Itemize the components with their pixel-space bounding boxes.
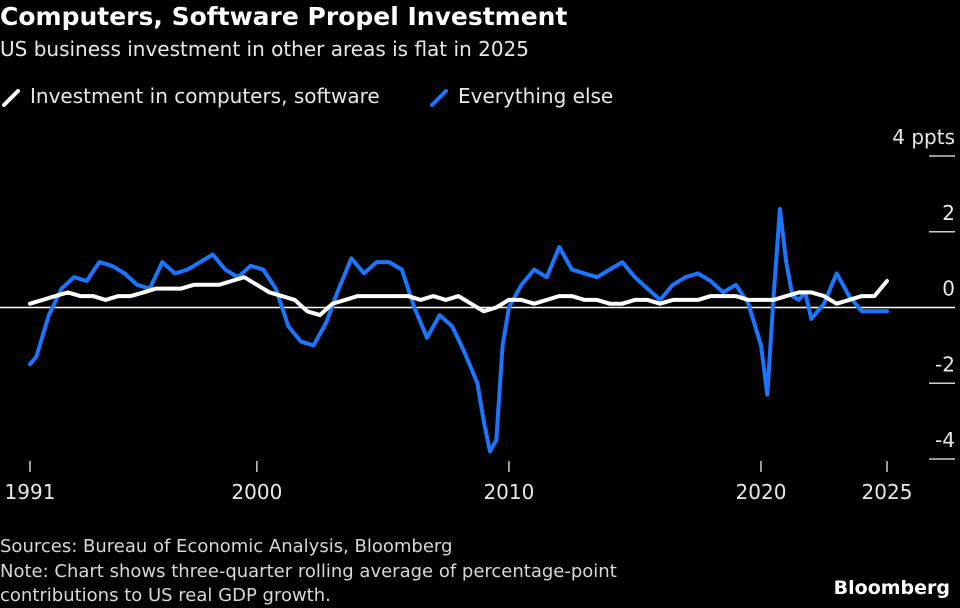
y-tick-label: 2: [942, 201, 955, 225]
x-tick-label: 1991: [5, 480, 56, 504]
legend-label-computers: Investment in computers, software: [30, 84, 380, 108]
x-tick-label: 2025: [862, 480, 913, 504]
y-tick-label: 0: [942, 277, 955, 301]
series-line-everything-else: [28, 207, 889, 454]
legend-label-everything-else: Everything else: [458, 84, 614, 108]
x-tick-label: 2000: [231, 480, 282, 504]
y-tick-label: 4 ppts: [892, 125, 955, 149]
x-tick-label: 2020: [736, 480, 787, 504]
bloomberg-logo: Bloomberg: [833, 577, 950, 599]
series-line-computers-software: [28, 275, 889, 318]
y-tick-label: -2: [935, 352, 955, 376]
y-tick-label: -4: [935, 428, 955, 452]
sources-text: Sources: Bureau of Economic Analysis, Bl…: [0, 536, 453, 557]
x-tick-label: 2010: [483, 480, 534, 504]
chart-title: Computers, Software Propel Investment: [0, 2, 568, 31]
legend-swatch-computers: [2, 89, 20, 107]
legend-swatch-everything-else: [430, 89, 448, 107]
chart-subtitle: US business investment in other areas is…: [0, 37, 529, 61]
note-text: Note: Chart shows three-quarter rolling …: [0, 561, 617, 606]
